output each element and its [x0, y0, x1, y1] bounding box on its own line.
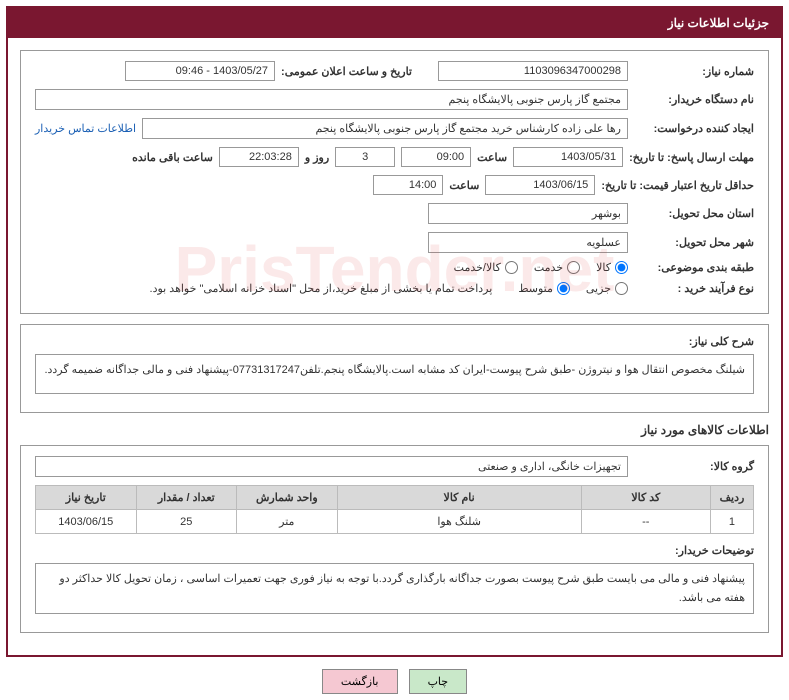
- city-label: شهر محل تحویل:: [634, 236, 754, 249]
- reply-date: 1403/05/31: [513, 147, 623, 167]
- proc-medium-label: متوسط: [518, 282, 553, 295]
- proc-small-option[interactable]: جزیی: [586, 282, 628, 295]
- cell-row: 1: [710, 510, 753, 534]
- cell-qty: 25: [136, 510, 237, 534]
- cat-goods-label: کالا: [596, 261, 611, 274]
- group-label: گروه کالا:: [634, 460, 754, 473]
- remaining-label: ساعت باقی مانده: [132, 151, 213, 164]
- info-box: شماره نیاز: 1103096347000298 تاریخ و ساع…: [20, 50, 769, 314]
- proc-medium-option[interactable]: متوسط: [518, 282, 570, 295]
- cell-code: --: [581, 510, 710, 534]
- days-and-label: روز و: [305, 151, 329, 164]
- th-code: کد کالا: [581, 486, 710, 510]
- valid-until-label: حداقل تاریخ اعتبار قیمت: تا تاریخ:: [601, 179, 754, 192]
- valid-date: 1403/06/15: [485, 175, 595, 195]
- cat-both-label: کالا/خدمت: [454, 261, 501, 274]
- announce-label: تاریخ و ساعت اعلان عمومی:: [281, 65, 412, 78]
- days-count: 3: [335, 147, 395, 167]
- process-group: جزیی متوسط: [518, 282, 628, 295]
- panel-title: جزئیات اطلاعات نیاز: [8, 8, 781, 38]
- main-panel: جزئیات اطلاعات نیاز شماره نیاز: 11030963…: [6, 6, 783, 657]
- proc-small-radio[interactable]: [615, 282, 628, 295]
- th-row: ردیف: [710, 486, 753, 510]
- proc-small-label: جزیی: [586, 282, 611, 295]
- th-name: نام کالا: [337, 486, 581, 510]
- cat-goods-radio[interactable]: [615, 261, 628, 274]
- need-no-value: 1103096347000298: [438, 61, 628, 81]
- buyer-notes-label: توضیحات خریدار:: [634, 544, 754, 557]
- buyer-notes-text: پیشنهاد فنی و مالی می بایست طبق شرح پیوس…: [35, 563, 754, 614]
- process-label: نوع فرآیند خرید :: [634, 282, 754, 295]
- reply-deadline-label: مهلت ارسال پاسخ: تا تاریخ:: [629, 151, 754, 164]
- group-value: تجهیزات خانگی، اداری و صنعتی: [35, 456, 628, 477]
- print-button[interactable]: چاپ: [409, 669, 468, 694]
- countdown: 22:03:28: [219, 147, 299, 167]
- contact-link[interactable]: اطلاعات تماس خریدار: [35, 122, 136, 135]
- desc-label: شرح کلی نیاز:: [634, 335, 754, 348]
- cat-service-label: خدمت: [534, 261, 563, 274]
- button-bar: چاپ بازگشت: [6, 669, 783, 694]
- cat-both-option[interactable]: کالا/خدمت: [454, 261, 518, 274]
- th-unit: واحد شمارش: [237, 486, 338, 510]
- city-value: عسلویه: [428, 232, 628, 253]
- desc-text: شیلنگ مخصوص انتقال هوا و نیتروژن -طبق شر…: [35, 354, 754, 394]
- province-value: بوشهر: [428, 203, 628, 224]
- time-label-2: ساعت: [449, 179, 479, 192]
- cat-service-option[interactable]: خدمت: [534, 261, 580, 274]
- th-date: تاریخ نیاز: [36, 486, 137, 510]
- requester-label: ایجاد کننده درخواست:: [634, 122, 754, 135]
- desc-box: شرح کلی نیاز: شیلنگ مخصوص انتقال هوا و ن…: [20, 324, 769, 413]
- cat-both-radio[interactable]: [505, 261, 518, 274]
- th-qty: تعداد / مقدار: [136, 486, 237, 510]
- category-group: کالا خدمت کالا/خدمت: [454, 261, 628, 274]
- process-note: پرداخت تمام یا بخشی از مبلغ خرید،از محل …: [150, 282, 493, 295]
- buyer-org-label: نام دستگاه خریدار:: [634, 93, 754, 106]
- cat-service-radio[interactable]: [567, 261, 580, 274]
- table-row: 1 -- شلنگ هوا متر 25 1403/06/15: [36, 510, 754, 534]
- requester-value: رها علی زاده کارشناس خرید مجتمع گاز پارس…: [142, 118, 628, 139]
- cat-goods-option[interactable]: کالا: [596, 261, 628, 274]
- cell-date: 1403/06/15: [36, 510, 137, 534]
- time-label-1: ساعت: [477, 151, 507, 164]
- goods-section-title: اطلاعات کالاهای مورد نیاز: [20, 423, 769, 437]
- goods-box: گروه کالا: تجهیزات خانگی، اداری و صنعتی …: [20, 445, 769, 633]
- announce-value: 1403/05/27 - 09:46: [125, 61, 275, 81]
- need-no-label: شماره نیاز:: [634, 65, 754, 78]
- goods-table: ردیف کد کالا نام کالا واحد شمارش تعداد /…: [35, 485, 754, 534]
- category-label: طبقه بندی موضوعی:: [634, 261, 754, 274]
- cell-name: شلنگ هوا: [337, 510, 581, 534]
- valid-time: 14:00: [373, 175, 443, 195]
- buyer-org-value: مجتمع گاز پارس جنوبی پالایشگاه پنجم: [35, 89, 628, 110]
- proc-medium-radio[interactable]: [557, 282, 570, 295]
- back-button[interactable]: بازگشت: [322, 669, 398, 694]
- cell-unit: متر: [237, 510, 338, 534]
- province-label: استان محل تحویل:: [634, 207, 754, 220]
- reply-time: 09:00: [401, 147, 471, 167]
